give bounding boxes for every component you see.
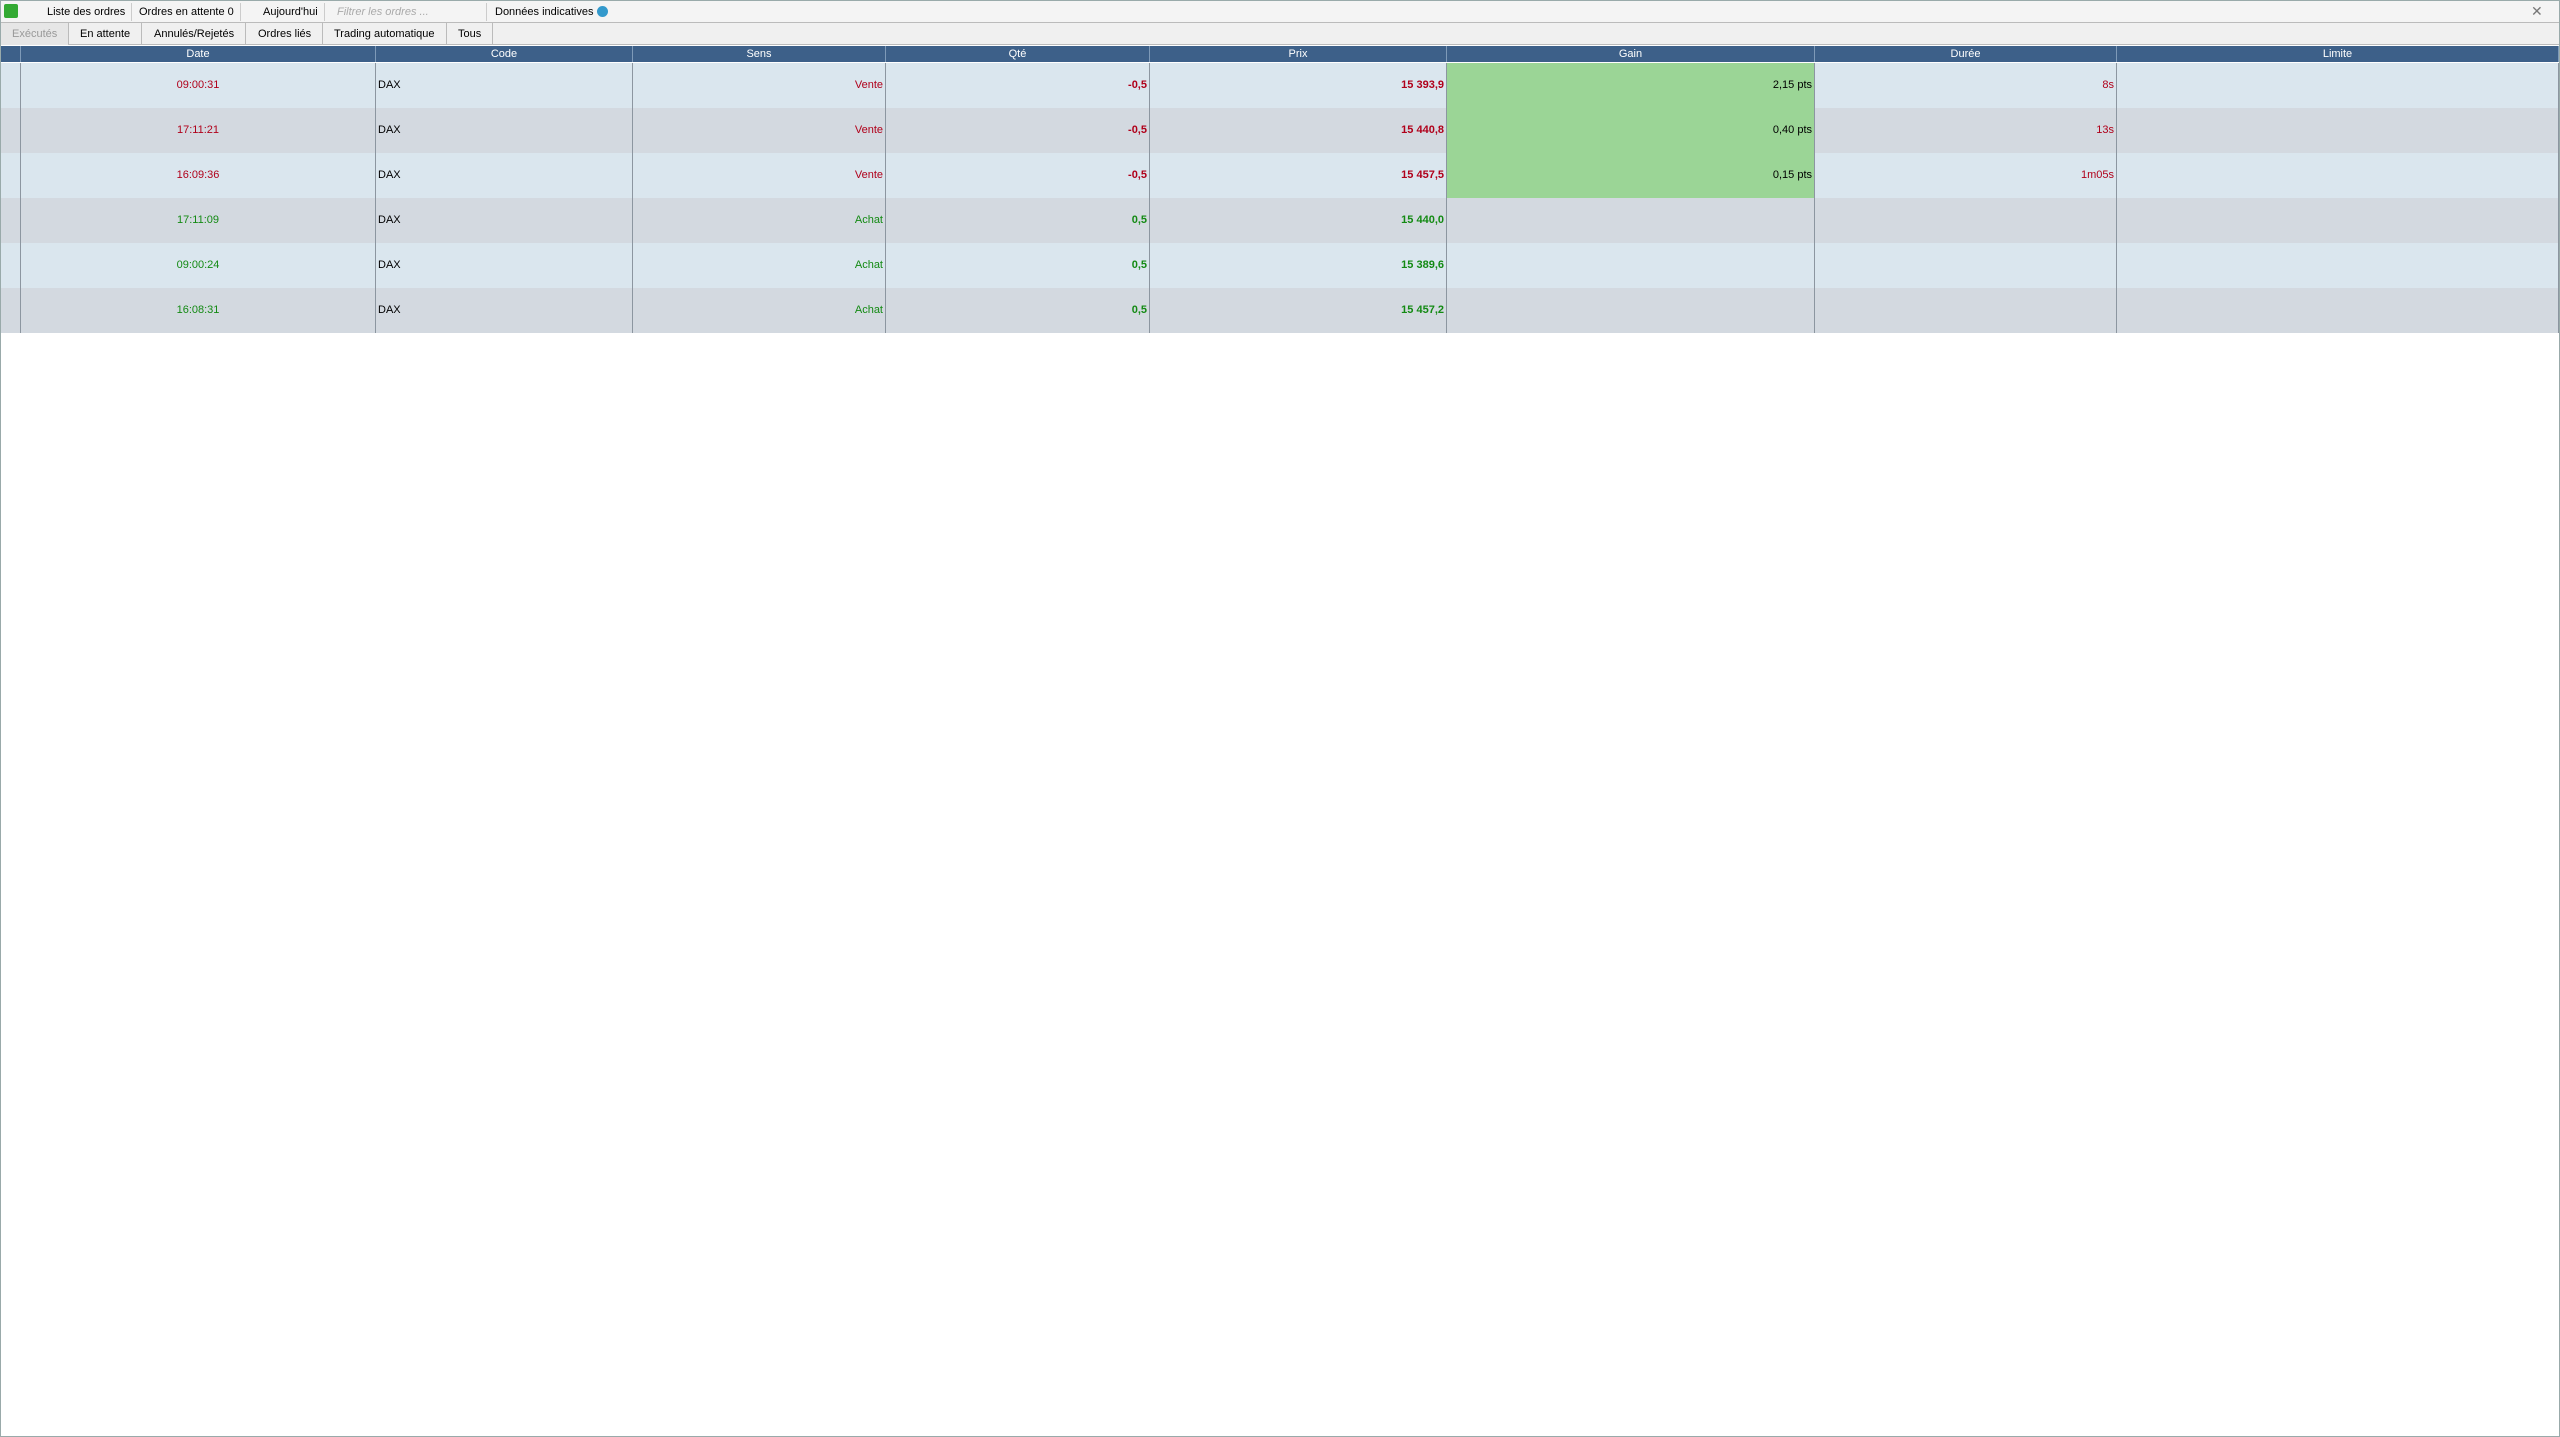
data-note: Données indicatives [495, 6, 594, 18]
row-icon[interactable] [1, 288, 21, 333]
pending-button[interactable]: Ordres en attente 0 [133, 3, 241, 21]
cell: 13s [1815, 108, 2117, 153]
close-button[interactable]: ✕ [2531, 3, 2543, 19]
row-icon[interactable] [1, 153, 21, 198]
cell: DAX [376, 243, 633, 288]
column-header[interactable]: Qté [886, 46, 1150, 62]
cell [1815, 243, 2117, 288]
column-header[interactable]: Gain [1447, 46, 1815, 62]
cell [1447, 288, 1815, 333]
cell [2117, 243, 2559, 288]
cell: Achat [633, 288, 886, 333]
cell [1815, 288, 2117, 333]
cell: Vente [633, 108, 886, 153]
cell: -0,5 [886, 108, 1150, 153]
filter-input[interactable]: Filtrer les ordres ... [331, 3, 487, 21]
cell [2117, 288, 2559, 333]
cell [1815, 198, 2117, 243]
row-icon[interactable] [1, 243, 21, 288]
app-icon [4, 4, 18, 18]
cell [2117, 198, 2559, 243]
cell [2117, 153, 2559, 198]
cell: 8s [1815, 63, 2117, 108]
header-icon [1, 46, 21, 62]
cell: 09:00:31 [21, 63, 376, 108]
cell [2117, 108, 2559, 153]
cell: 16:08:31 [21, 288, 376, 333]
cell: 15 457,5 [1150, 153, 1447, 198]
tab[interactable]: Annulés/Rejetés [143, 23, 247, 45]
tab[interactable]: Tous [447, 23, 494, 45]
cell: 17:11:21 [21, 108, 376, 153]
tab[interactable]: Trading automatique [323, 23, 447, 45]
cell: 1m05s [1815, 153, 2117, 198]
cell: DAX [376, 63, 633, 108]
info-icon [597, 6, 608, 17]
cell: 0,15 pts [1447, 153, 1815, 198]
tab[interactable]: Ordres liés [247, 23, 324, 45]
tab[interactable]: En attente [69, 23, 143, 45]
cell: Vente [633, 63, 886, 108]
cell: 0,5 [886, 243, 1150, 288]
cell: 2,15 pts [1447, 63, 1815, 108]
cell: 15 457,2 [1150, 288, 1447, 333]
cell: -0,5 [886, 63, 1150, 108]
column-header[interactable]: Prix [1150, 46, 1447, 62]
toolbar: Liste des ordres Ordres en attente 0 Auj… [1, 1, 2559, 23]
cell: 15 440,8 [1150, 108, 1447, 153]
cell: DAX [376, 108, 633, 153]
row-icon[interactable] [1, 63, 21, 108]
cell: 16:09:36 [21, 153, 376, 198]
column-header[interactable]: Limite [2117, 46, 2559, 62]
cell: DAX [376, 198, 633, 243]
cell: 15 393,9 [1150, 63, 1447, 108]
cell: -0,5 [886, 153, 1150, 198]
column-header[interactable]: Durée [1815, 46, 2117, 62]
cell: 15 389,6 [1150, 243, 1447, 288]
cell: DAX [376, 153, 633, 198]
period-dropdown[interactable]: Aujourd'hui [257, 3, 325, 21]
cell: 0,5 [886, 198, 1150, 243]
cell: 0,5 [886, 288, 1150, 333]
cell: Achat [633, 243, 886, 288]
cell: 17:11:09 [21, 198, 376, 243]
column-header[interactable]: Sens [633, 46, 886, 62]
cell: 15 440,0 [1150, 198, 1447, 243]
column-header[interactable]: Date [21, 46, 376, 62]
title: Liste des ordres [41, 3, 133, 21]
tab-bar: Exécutés En attente Annulés/Rejetés Ordres … [1, 23, 2559, 45]
cell [2117, 63, 2559, 108]
row-icon[interactable] [1, 198, 21, 243]
tab[interactable]: Exécutés [1, 23, 70, 45]
cell: 0,40 pts [1447, 108, 1815, 153]
cell: 09:00:24 [21, 243, 376, 288]
row-icon[interactable] [1, 108, 21, 153]
cell: DAX [376, 288, 633, 333]
column-header[interactable]: Code [376, 46, 633, 62]
cell [1447, 243, 1815, 288]
cell: Vente [633, 153, 886, 198]
cell: Achat [633, 198, 886, 243]
cell [1447, 198, 1815, 243]
